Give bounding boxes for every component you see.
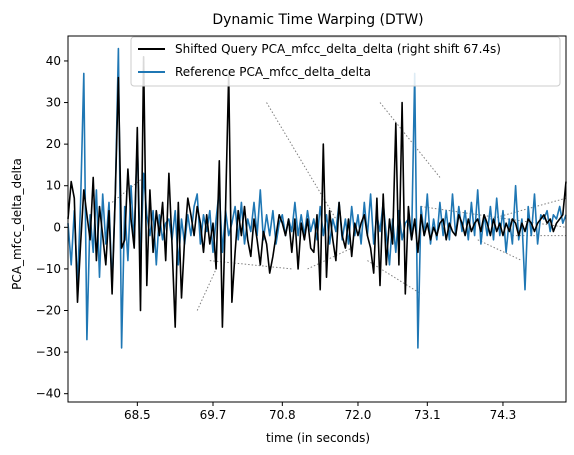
- y-tick-label: 0: [53, 220, 61, 234]
- legend-label-query: Shifted Query PCA_mfcc_delta_delta (righ…: [175, 42, 501, 56]
- x-tick-label: 73.1: [414, 408, 441, 422]
- x-tick-label: 74.3: [490, 408, 517, 422]
- y-tick-label: −40: [36, 387, 61, 401]
- x-axis: 68.5 69.7 70.8 72.0 73.1 74.3: [124, 402, 516, 422]
- series-line-query: [67, 55, 567, 328]
- legend: Shifted Query PCA_mfcc_delta_delta (righ…: [130, 36, 561, 87]
- x-tick-label: 72.0: [345, 408, 372, 422]
- y-tick-label: 20: [46, 137, 61, 151]
- y-tick-label: 40: [46, 54, 61, 68]
- dtw-link-10: [477, 239, 523, 262]
- y-tick-label: −20: [36, 304, 61, 318]
- dtw-link-5: [367, 260, 422, 295]
- x-tick-label: 68.5: [124, 408, 151, 422]
- y-tick-label: 30: [46, 96, 61, 110]
- x-axis-label: time (in seconds): [266, 431, 370, 445]
- y-axis-label: PCA_mfcc_delta_delta: [10, 158, 24, 290]
- dtw-link-4: [307, 247, 352, 270]
- x-tick-label: 70.8: [269, 408, 296, 422]
- y-tick-label: −30: [36, 345, 61, 359]
- x-tick-label: 69.7: [200, 408, 227, 422]
- y-tick-label: −10: [36, 262, 61, 276]
- series-lines: [67, 47, 567, 349]
- plot-area: [67, 35, 567, 403]
- y-axis: −40 −30 −20 −10 0 10 20 30 40: [36, 54, 68, 401]
- legend-box: [130, 36, 561, 87]
- legend-label-reference: Reference PCA_mfcc_delta_delta: [175, 65, 371, 79]
- chart-title: Dynamic Time Warping (DTW): [212, 12, 423, 28]
- plot-frame: [67, 35, 567, 403]
- dtw-link-3: [196, 268, 217, 311]
- y-tick-label: 10: [46, 179, 61, 193]
